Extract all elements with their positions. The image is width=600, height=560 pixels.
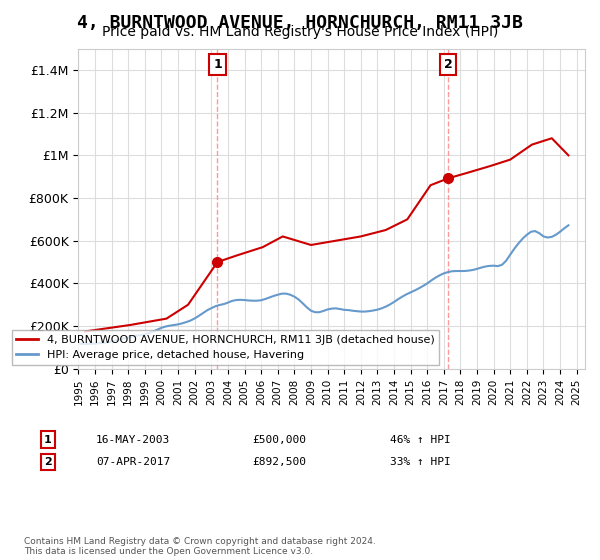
Text: 2: 2 — [44, 457, 52, 467]
Text: Price paid vs. HM Land Registry's House Price Index (HPI): Price paid vs. HM Land Registry's House … — [102, 25, 498, 39]
Text: 4, BURNTWOOD AVENUE, HORNCHURCH, RM11 3JB: 4, BURNTWOOD AVENUE, HORNCHURCH, RM11 3J… — [77, 14, 523, 32]
Text: 33% ↑ HPI: 33% ↑ HPI — [390, 457, 451, 467]
Text: £892,500: £892,500 — [252, 457, 306, 467]
Text: £500,000: £500,000 — [252, 435, 306, 445]
Text: 07-APR-2017: 07-APR-2017 — [96, 457, 170, 467]
Text: This data is licensed under the Open Government Licence v3.0.: This data is licensed under the Open Gov… — [24, 547, 313, 556]
Text: 16-MAY-2003: 16-MAY-2003 — [96, 435, 170, 445]
Text: 1: 1 — [44, 435, 52, 445]
Text: 2: 2 — [444, 58, 452, 71]
Text: 46% ↑ HPI: 46% ↑ HPI — [390, 435, 451, 445]
Text: Contains HM Land Registry data © Crown copyright and database right 2024.: Contains HM Land Registry data © Crown c… — [24, 537, 376, 546]
Legend: 4, BURNTWOOD AVENUE, HORNCHURCH, RM11 3JB (detached house), HPI: Average price, : 4, BURNTWOOD AVENUE, HORNCHURCH, RM11 3J… — [11, 330, 439, 365]
Text: 1: 1 — [213, 58, 222, 71]
